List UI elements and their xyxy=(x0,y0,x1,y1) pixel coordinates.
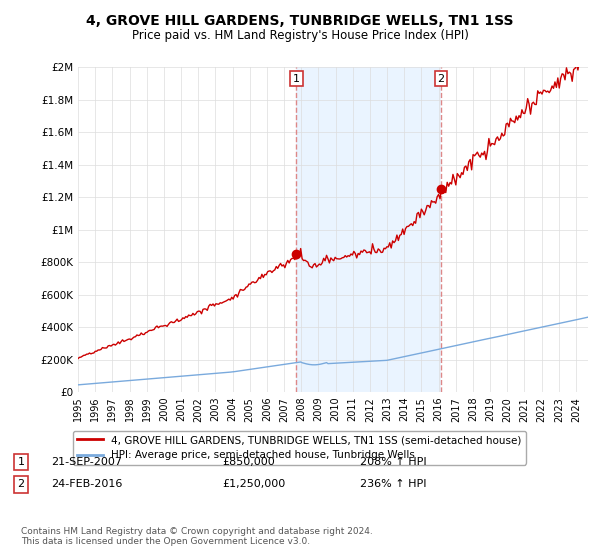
Text: 1: 1 xyxy=(17,457,25,467)
Text: £1,250,000: £1,250,000 xyxy=(222,479,285,489)
Text: 236% ↑ HPI: 236% ↑ HPI xyxy=(360,479,427,489)
Text: 208% ↑ HPI: 208% ↑ HPI xyxy=(360,457,427,467)
Text: 2: 2 xyxy=(17,479,25,489)
Text: 2: 2 xyxy=(437,74,445,83)
Bar xyxy=(296,67,441,392)
Text: Contains HM Land Registry data © Crown copyright and database right 2024.
This d: Contains HM Land Registry data © Crown c… xyxy=(21,526,373,546)
Text: £850,000: £850,000 xyxy=(222,457,275,467)
Legend: 4, GROVE HILL GARDENS, TUNBRIDGE WELLS, TN1 1SS (semi-detached house), HPI: Aver: 4, GROVE HILL GARDENS, TUNBRIDGE WELLS, … xyxy=(73,431,526,464)
Text: 21-SEP-2007: 21-SEP-2007 xyxy=(51,457,122,467)
Text: 24-FEB-2016: 24-FEB-2016 xyxy=(51,479,122,489)
Text: Price paid vs. HM Land Registry's House Price Index (HPI): Price paid vs. HM Land Registry's House … xyxy=(131,29,469,42)
Text: 4, GROVE HILL GARDENS, TUNBRIDGE WELLS, TN1 1SS: 4, GROVE HILL GARDENS, TUNBRIDGE WELLS, … xyxy=(86,14,514,28)
Text: 1: 1 xyxy=(293,74,300,83)
